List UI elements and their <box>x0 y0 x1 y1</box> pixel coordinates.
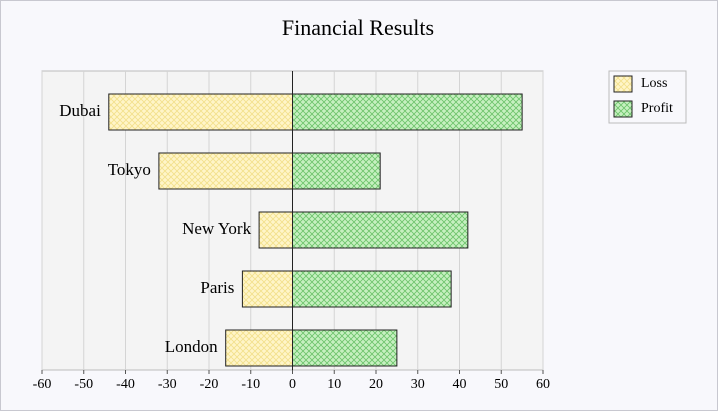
x-tick-label: -10 <box>241 377 260 392</box>
category-label: Tokyo <box>108 160 151 179</box>
bar <box>258 211 294 249</box>
x-tick-label: 0 <box>289 377 296 392</box>
legend-label: Loss <box>641 76 667 91</box>
legend-swatch <box>613 75 633 93</box>
bar <box>108 93 293 131</box>
bar <box>225 329 293 367</box>
bar <box>292 270 452 308</box>
x-tick-label: -50 <box>74 377 93 392</box>
legend-swatch <box>613 100 633 118</box>
bar <box>158 152 293 190</box>
x-tick-label: 60 <box>536 377 550 392</box>
bar <box>292 211 469 249</box>
category-label: London <box>165 337 218 356</box>
bar <box>292 152 381 190</box>
chart-title: Financial Results <box>282 15 434 40</box>
x-tick-label: 40 <box>453 377 467 392</box>
x-tick-label: 20 <box>369 377 383 392</box>
bar <box>292 329 398 367</box>
x-tick-label: -20 <box>200 377 219 392</box>
bar <box>292 93 523 131</box>
x-tick-label: -30 <box>158 377 177 392</box>
x-tick-label: -40 <box>116 377 135 392</box>
category-label: Paris <box>200 278 234 297</box>
x-tick-label: 50 <box>494 377 508 392</box>
bar <box>241 270 293 308</box>
x-tick-label: 10 <box>327 377 341 392</box>
legend-label: Profit <box>641 101 673 116</box>
category-label: New York <box>182 219 251 238</box>
x-tick-label: 30 <box>411 377 425 392</box>
category-label: Dubai <box>59 101 101 120</box>
x-tick-label: -60 <box>33 377 52 392</box>
